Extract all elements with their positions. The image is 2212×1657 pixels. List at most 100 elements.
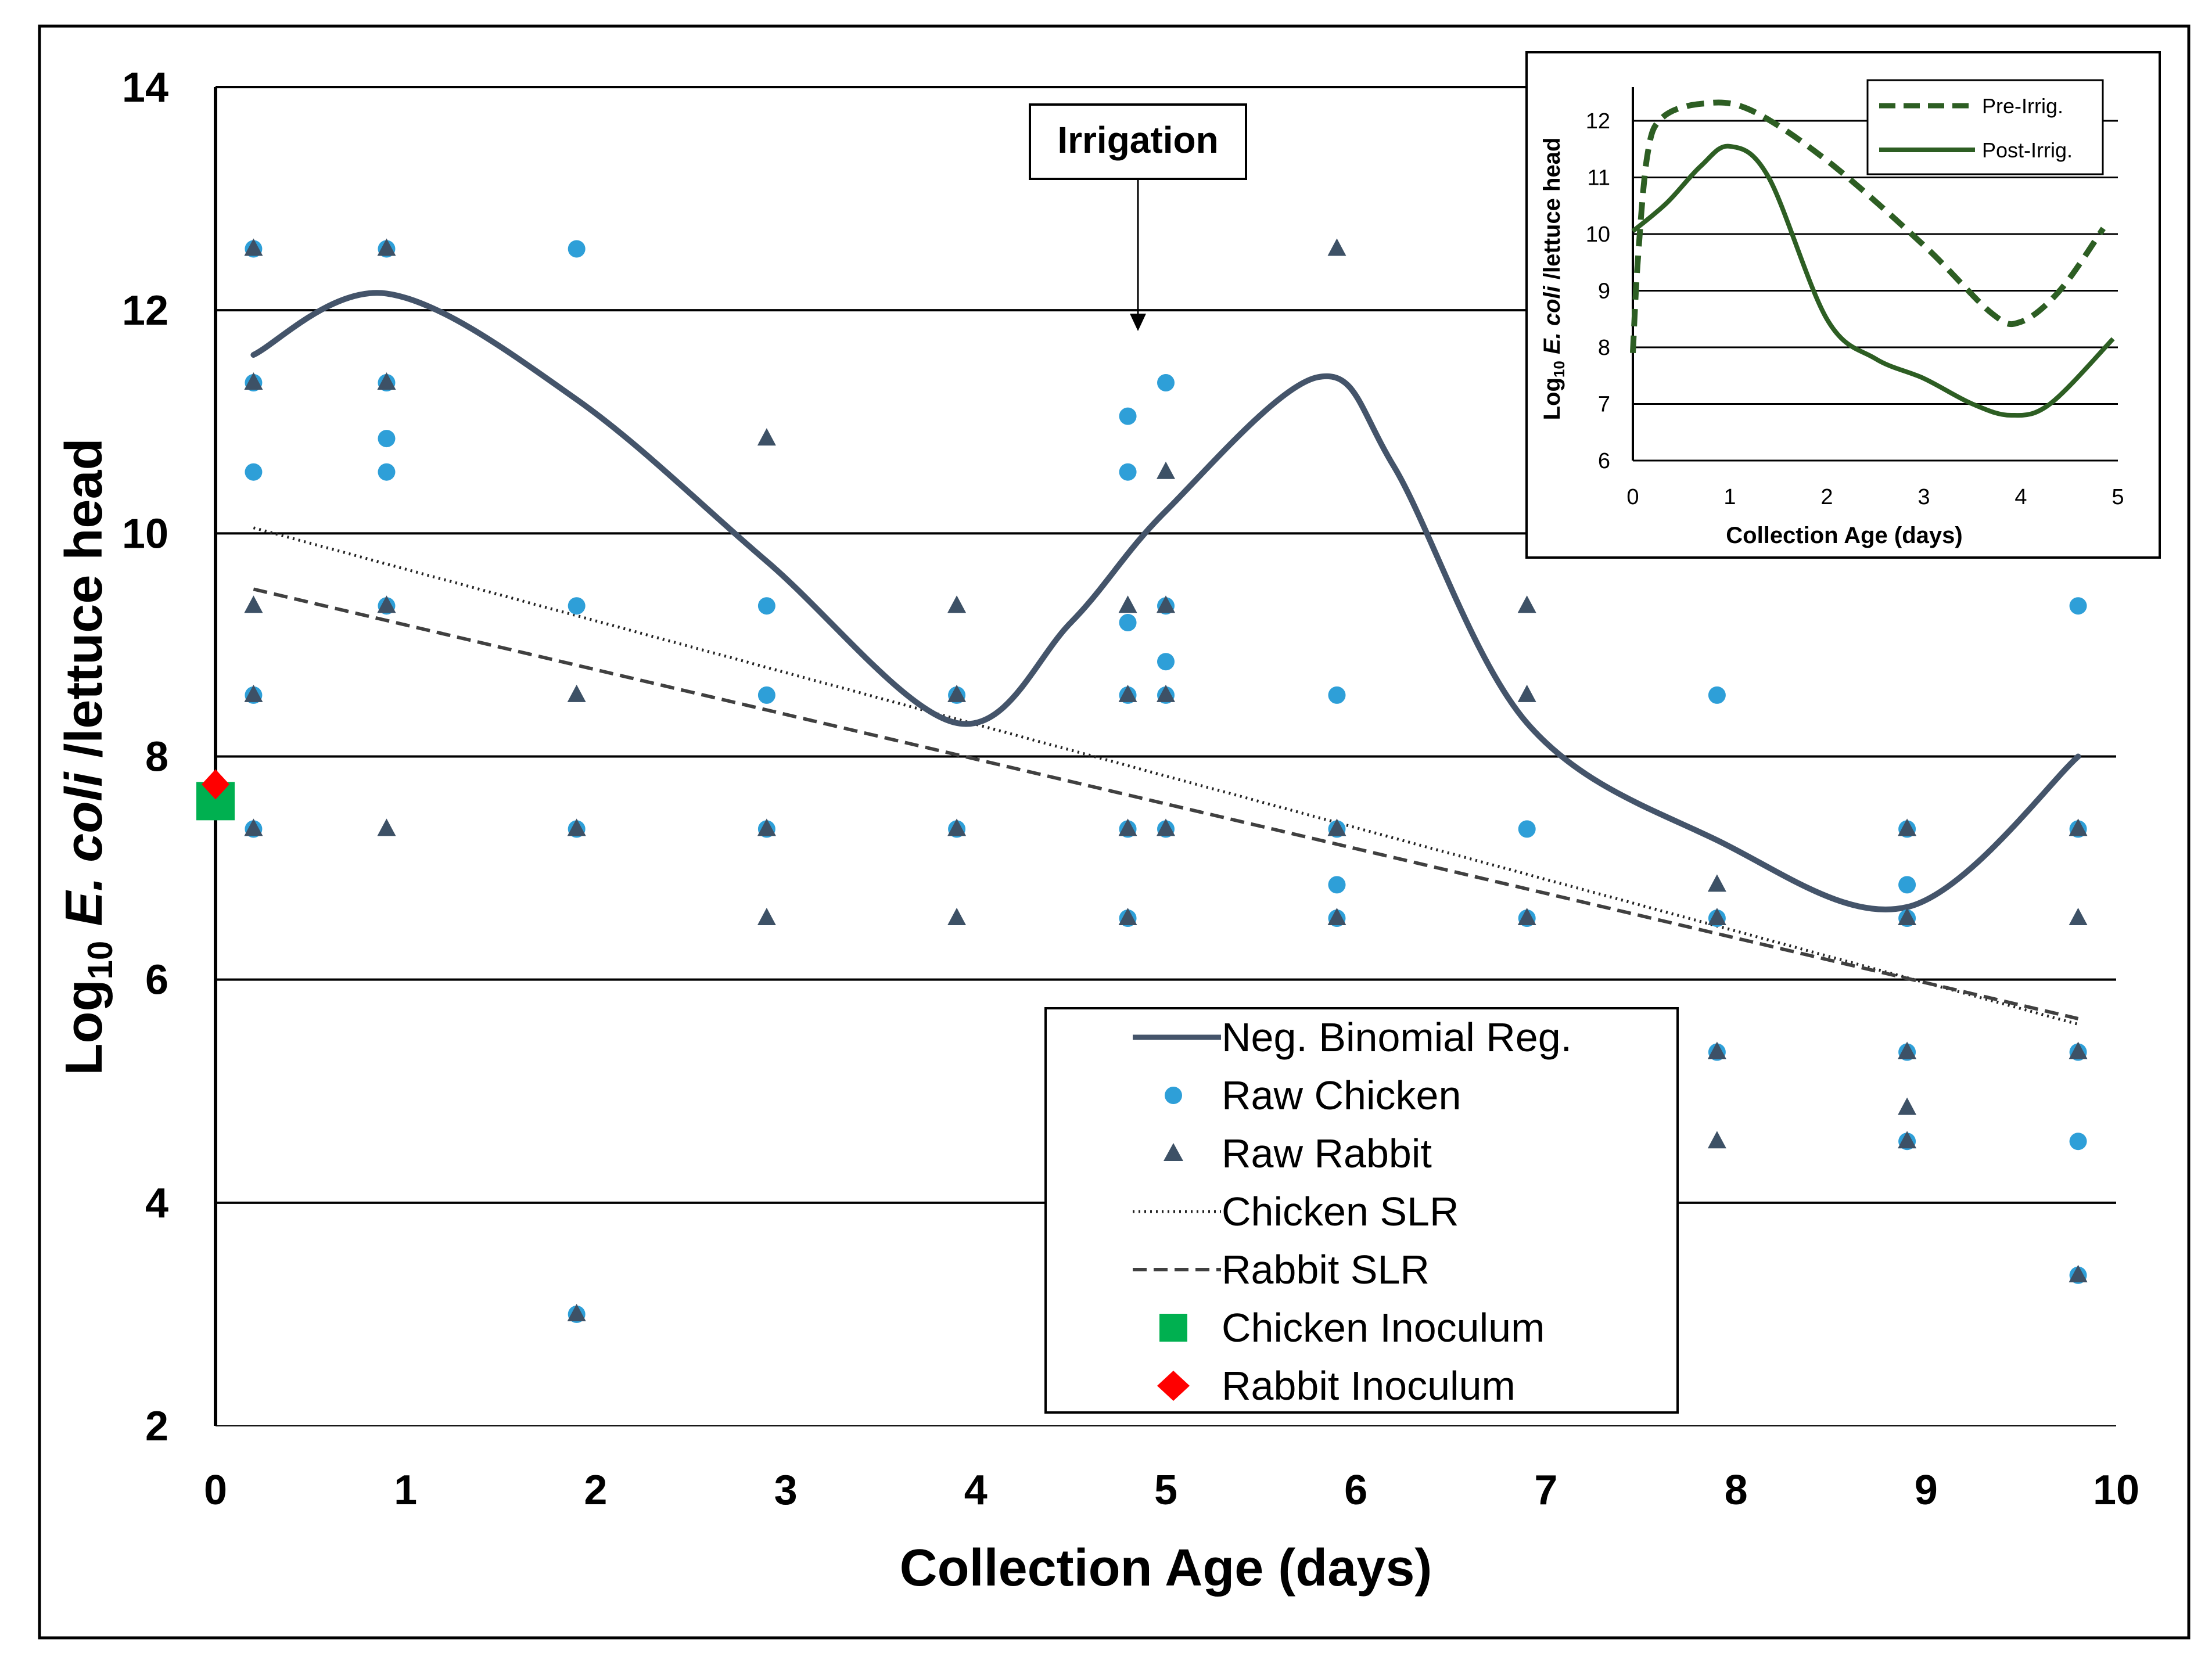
raw-chicken-point-47 bbox=[2069, 1133, 2087, 1151]
main-y-tick-10: 10 bbox=[122, 511, 168, 557]
inset-x-tick-labels: 0 1 2 3 4 5 bbox=[1626, 485, 2124, 509]
inset-x-axis-title: Collection Age (days) bbox=[1726, 523, 1962, 548]
legend-key-raw-rabbit bbox=[1164, 1143, 1183, 1161]
raw-rabbit-point-44 bbox=[2069, 1041, 2088, 1059]
raw-rabbit-point-33 bbox=[1707, 874, 1726, 892]
legend-label-chicken-inoculum: Chicken Inoculum bbox=[1222, 1305, 1545, 1350]
raw-rabbit-point-18 bbox=[947, 908, 967, 926]
inset-y-tick-7: 7 bbox=[1598, 393, 1610, 417]
raw-chicken-point-36 bbox=[1708, 686, 1726, 704]
raw-rabbit-point-24 bbox=[1157, 595, 1175, 613]
main-y-axis-title: Log10 E. coli /lettuce head bbox=[55, 438, 120, 1076]
raw-rabbit-point-16 bbox=[947, 684, 967, 702]
main-x-tick-6: 6 bbox=[1344, 1467, 1367, 1514]
inset-x-tick-2: 2 bbox=[1820, 485, 1833, 509]
raw-rabbit-point-30 bbox=[1517, 595, 1536, 613]
series-neg-binomial-reg bbox=[250, 290, 2081, 912]
inset-x-tick-1: 1 bbox=[1723, 485, 1736, 509]
main-x-tick-4: 4 bbox=[964, 1467, 988, 1514]
raw-rabbit-point-13 bbox=[757, 818, 776, 836]
main-y-tick-2: 2 bbox=[145, 1403, 168, 1450]
raw-rabbit-point-28 bbox=[1327, 818, 1346, 836]
raw-rabbit-point-5 bbox=[377, 238, 396, 256]
raw-chicken-point-2 bbox=[245, 463, 263, 481]
legend-label-raw-chicken: Raw Chicken bbox=[1222, 1073, 1461, 1118]
inset-x-tick-4: 4 bbox=[2015, 485, 2027, 509]
main-x-tick-0: 0 bbox=[204, 1467, 227, 1514]
main-series-layer bbox=[196, 238, 2088, 1323]
main-x-tick-5: 5 bbox=[1154, 1467, 1177, 1514]
inset-series-post-irrig bbox=[1631, 143, 2115, 418]
raw-rabbit-point-3 bbox=[244, 684, 263, 702]
raw-chicken-point-40 bbox=[1898, 876, 1916, 894]
raw-rabbit-point-36 bbox=[1707, 1131, 1726, 1149]
raw-chicken-point-14 bbox=[757, 597, 775, 615]
irrigation-annotation: Irrigation bbox=[1029, 103, 1247, 331]
raw-chicken-point-7 bbox=[378, 430, 396, 448]
inset-legend-box bbox=[1866, 79, 2104, 175]
irrigation-arrowhead bbox=[1130, 314, 1146, 331]
raw-rabbit-point-4 bbox=[244, 818, 263, 836]
raw-rabbit-point-21 bbox=[1118, 818, 1137, 836]
raw-chicken-point-20 bbox=[1119, 463, 1137, 481]
raw-rabbit-point-17 bbox=[947, 818, 967, 836]
legend-label-chicken-slr: Chicken SLR bbox=[1222, 1189, 1459, 1234]
raw-chicken-point-30 bbox=[1328, 686, 1346, 704]
main-y-tick-labels: 2 4 6 8 10 12 14 bbox=[122, 64, 168, 1450]
raw-chicken-point-11 bbox=[568, 597, 586, 615]
irrigation-label: Irrigation bbox=[1057, 119, 1218, 161]
raw-rabbit-point-2 bbox=[244, 595, 263, 613]
inset-y-tick-10: 10 bbox=[1586, 222, 1610, 247]
main-x-tick-labels: 0 1 2 3 4 5 6 7 8 9 10 bbox=[204, 1467, 2139, 1514]
inset-series-layer bbox=[1630, 99, 2115, 418]
legend-key-chicken-inoculum bbox=[1159, 1314, 1187, 1342]
main-y-tick-14: 14 bbox=[122, 64, 168, 111]
series-chicken-slr bbox=[253, 526, 2079, 1026]
raw-chicken-point-44 bbox=[2069, 597, 2087, 615]
series-rabbit-inoculum bbox=[202, 769, 229, 800]
raw-rabbit-point-20 bbox=[1118, 684, 1137, 702]
raw-rabbit-point-14 bbox=[757, 908, 776, 926]
inset-y-tick-6: 6 bbox=[1598, 449, 1610, 473]
raw-chicken-point-25 bbox=[1157, 374, 1175, 392]
raw-rabbit-point-0 bbox=[244, 238, 263, 256]
raw-chicken-point-8 bbox=[378, 463, 396, 481]
legend-label-rabbit-inoculum: Rabbit Inoculum bbox=[1222, 1363, 1516, 1408]
inset-y-tick-labels: 6 7 8 9 10 11 12 bbox=[1586, 109, 1610, 473]
inset-x-tick-0: 0 bbox=[1626, 485, 1639, 509]
raw-rabbit-point-25 bbox=[1157, 684, 1175, 702]
inset-y-tick-9: 9 bbox=[1598, 279, 1610, 304]
main-x-tick-3: 3 bbox=[774, 1467, 798, 1514]
raw-rabbit-point-11 bbox=[567, 1303, 586, 1321]
main-x-tick-7: 7 bbox=[1534, 1467, 1557, 1514]
inset-legend: Pre-Irrig. Post-Irrig. bbox=[1866, 79, 2104, 175]
inset-legend-label-pre: Pre-Irrig. bbox=[1982, 94, 2063, 118]
raw-rabbit-point-40 bbox=[1898, 1097, 1917, 1115]
main-legend: Neg. Binomial Reg. Raw Chicken Raw Rabbi… bbox=[1044, 1007, 1679, 1414]
rabbit-inoculum-point-0 bbox=[202, 769, 229, 800]
main-x-tick-8: 8 bbox=[1725, 1467, 1748, 1514]
raw-chicken-point-34 bbox=[1518, 820, 1536, 838]
inset-y-tick-8: 8 bbox=[1598, 336, 1610, 360]
raw-rabbit-point-45 bbox=[2069, 1264, 2088, 1282]
main-x-tick-1: 1 bbox=[394, 1467, 417, 1514]
inset-y-tick-12: 12 bbox=[1586, 109, 1610, 134]
raw-rabbit-point-31 bbox=[1517, 684, 1536, 702]
main-y-tick-8: 8 bbox=[145, 734, 168, 781]
inset-y-axis-title: Log10 E. coli /lettuce head bbox=[1539, 138, 1568, 420]
series-raw-rabbit bbox=[244, 238, 2088, 1321]
raw-rabbit-point-29 bbox=[1327, 908, 1346, 926]
raw-chicken-point-21 bbox=[1119, 614, 1137, 631]
raw-rabbit-point-38 bbox=[1898, 908, 1917, 926]
raw-rabbit-point-41 bbox=[1898, 1131, 1917, 1149]
negbin-curve bbox=[250, 290, 2081, 912]
inset-gridlines bbox=[1633, 120, 2118, 462]
legend-key-raw-chicken bbox=[1165, 1087, 1182, 1104]
main-x-axis-title: Collection Age (days) bbox=[900, 1539, 1432, 1597]
legend-label-rabbit-slr: Rabbit SLR bbox=[1222, 1247, 1430, 1292]
raw-rabbit-point-12 bbox=[757, 428, 776, 446]
raw-chicken-point-19 bbox=[1119, 407, 1137, 425]
raw-rabbit-point-8 bbox=[377, 818, 396, 836]
raw-rabbit-point-42 bbox=[2069, 818, 2088, 836]
inset-y-tick-11: 11 bbox=[1588, 166, 1610, 190]
